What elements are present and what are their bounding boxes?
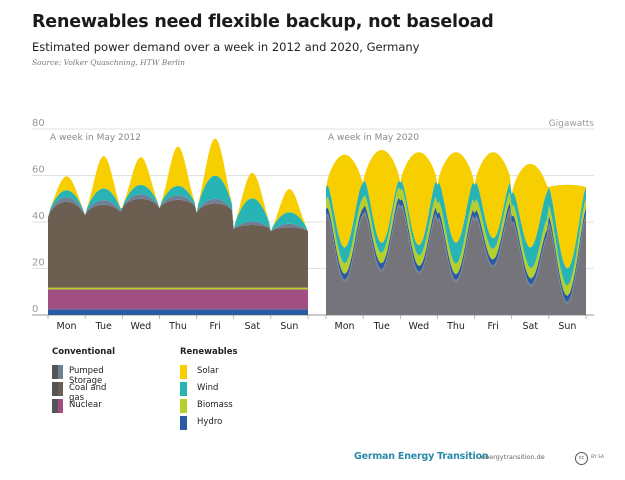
legend-swatch-coal-gas	[58, 382, 63, 396]
legend-item-wind: Wind	[180, 382, 238, 399]
legend-item-hydro: Hydro	[180, 416, 238, 433]
x-tick-label-fri: Fri	[209, 321, 220, 332]
legend-label: Nuclear	[69, 400, 102, 410]
legend-item-pumped-storage: Pumped Storage	[52, 365, 115, 386]
cc-license-icon: cc	[575, 452, 588, 465]
legend-swatch-conventional-bar	[52, 399, 59, 413]
x-tick-label-tue: Tue	[95, 321, 112, 332]
y-tick-label: 0	[32, 304, 38, 315]
legend-swatch-wind	[180, 382, 187, 396]
legend-renewables: Renewables Solar Wind Biomass Hydro	[180, 347, 238, 433]
y-tick-label: 20	[32, 258, 45, 269]
legend-swatch-nuclear	[58, 399, 63, 413]
legend-item-coal-gas: Coal and gas	[52, 382, 115, 403]
legend-swatch-conventional-bar	[52, 382, 59, 396]
x-tick-label-sat: Sat	[244, 321, 260, 332]
legend-label: Wind	[197, 383, 219, 393]
y-tick-label: 80	[32, 118, 45, 129]
legend-label: Pumped Storage	[69, 366, 104, 386]
chart-source: Source: Volker Quaschning, HTW Berlin	[32, 58, 185, 67]
series-area-nuclear-2012	[48, 289, 308, 310]
series-area-wind-2012	[48, 175, 308, 232]
y-tick-label: 40	[32, 211, 45, 222]
brand-name: German Energy Transition	[354, 451, 489, 462]
series-area-solar-2012	[48, 138, 308, 232]
x-tick-label-sun: Sun	[558, 321, 576, 332]
x-tick-label-sat: Sat	[522, 321, 538, 332]
chart-subtitle: Estimated power demand over a week in 20…	[32, 40, 420, 54]
legend-conventional: Conventional Pumped Storage Coal and gas…	[52, 347, 115, 416]
series-area-pumped-storage-2012	[48, 194, 308, 232]
legend-heading-renewables: Renewables	[180, 347, 238, 357]
y-tick-label: 60	[32, 165, 45, 176]
panel-label: A week in May 2020	[328, 133, 419, 143]
legend-heading-conventional: Conventional	[52, 347, 116, 357]
x-tick-label-fri: Fri	[487, 321, 498, 332]
legend-label: Coal and gas	[69, 383, 107, 403]
legend-swatch-biomass	[180, 399, 187, 413]
x-tick-label-thu: Thu	[168, 321, 187, 332]
x-tick-label-wed: Wed	[130, 321, 151, 332]
legend-swatch-hydro	[180, 416, 187, 430]
series-area-solar-2020	[326, 149, 586, 269]
legend-item-nuclear: Nuclear	[52, 399, 115, 416]
brand-url[interactable]: energytransition.de	[481, 453, 545, 461]
series-area-biomass-2012	[48, 287, 308, 290]
series-area-hydro-2012	[48, 309, 308, 315]
legend-label: Biomass	[197, 400, 233, 410]
x-tick-label-tue: Tue	[373, 321, 390, 332]
chart-title: Renewables need flexible backup, not bas…	[32, 12, 494, 32]
chart-area: 0 20 40 60 80 Gigawatts A week in May 2012 Mon T…	[32, 118, 595, 332]
x-tick-label-mon: Mon	[335, 321, 355, 332]
x-tick-label-wed: Wed	[408, 321, 429, 332]
legend-item-solar: Solar	[180, 365, 238, 382]
series-area-coal-and-gas-2020	[326, 205, 586, 315]
x-tick-label-sun: Sun	[280, 321, 298, 332]
legend-label: Hydro	[197, 417, 223, 427]
legend-swatch-solar	[180, 365, 187, 379]
license-label: BY SA	[591, 455, 605, 460]
series-area-coal-and-gas-2012	[48, 198, 308, 288]
series-area-biomass-2020	[326, 187, 586, 296]
legend-swatch-pumped-storage	[58, 365, 63, 379]
legend-swatch-conventional-bar	[52, 365, 59, 379]
x-tick-label-thu: Thu	[446, 321, 465, 332]
x-tick-label-mon: Mon	[57, 321, 77, 332]
unit-label: Gigawatts	[549, 119, 595, 129]
legend-item-biomass: Biomass	[180, 399, 238, 416]
legend-label: Solar	[197, 366, 219, 376]
panel-label: A week in May 2012	[50, 133, 141, 143]
